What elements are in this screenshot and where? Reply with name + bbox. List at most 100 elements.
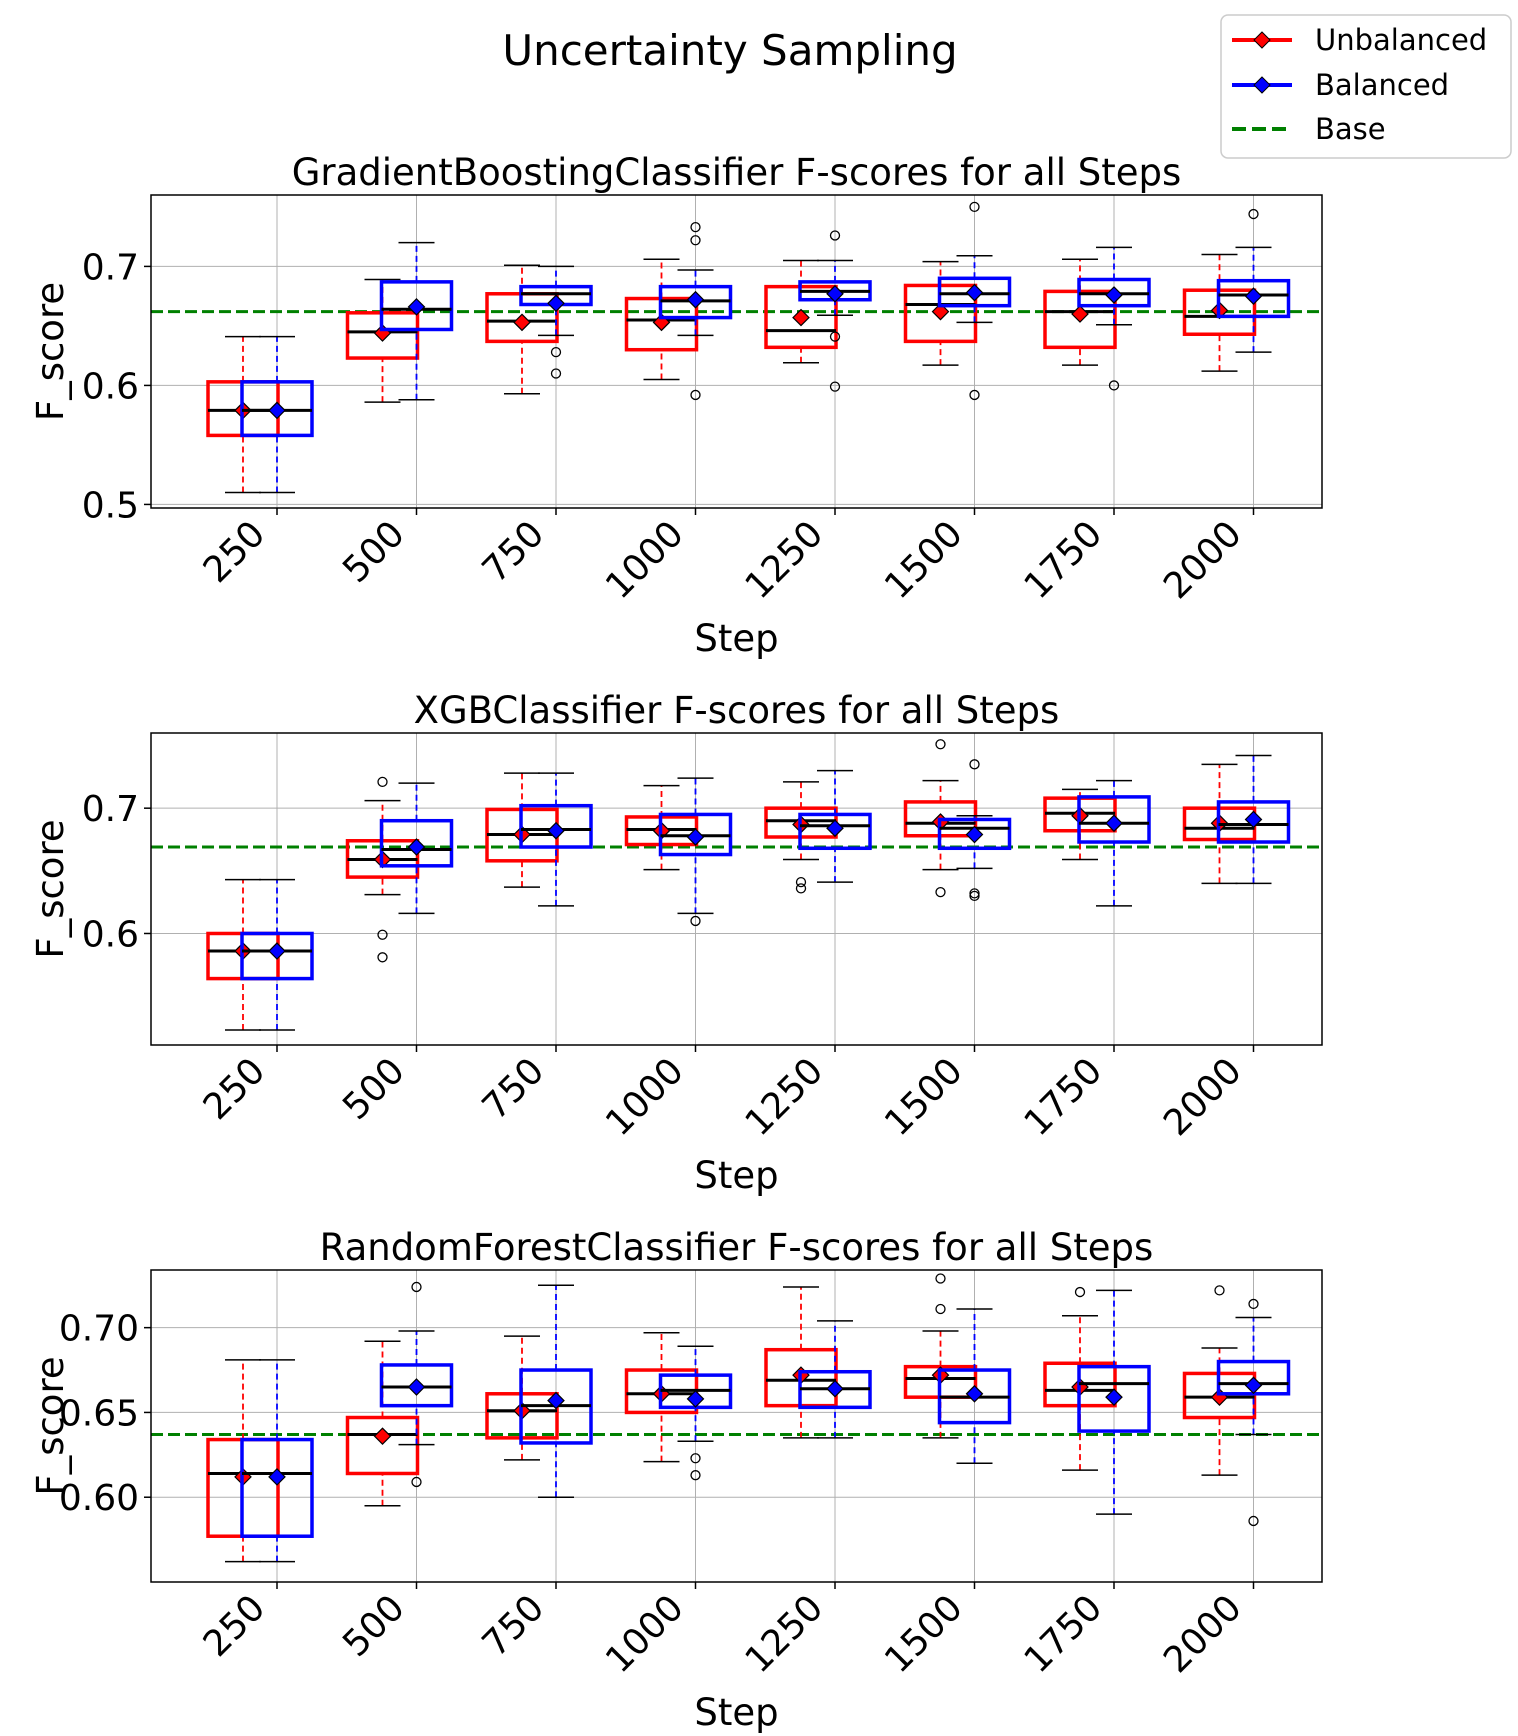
box-balanced-1000: [658, 777, 733, 927]
x-axis-label: Step: [694, 617, 778, 660]
chart-title: RandomForestClassifier F-scores for all …: [320, 1226, 1154, 1269]
outlier-point: [377, 776, 388, 788]
box-iqr: [1216, 278, 1291, 319]
mean-marker: [1105, 286, 1123, 304]
x-tick-label: 500: [335, 1050, 413, 1128]
x-tick-label: 1750: [1017, 1587, 1111, 1681]
legend-entry-base: Base: [1232, 112, 1386, 146]
x-tick-label: 2000: [1156, 1587, 1250, 1681]
box-balanced-2000: [1216, 1298, 1291, 1527]
plot-frame: [150, 732, 1323, 1046]
box-unbalanced-500: [345, 776, 420, 963]
legend-entry-unbalanced: Unbalanced: [1232, 23, 1487, 57]
outlier-point: [690, 915, 701, 927]
box-iqr: [937, 817, 1012, 851]
box-iqr: [240, 380, 314, 438]
plot-frame: [150, 194, 1323, 509]
mean-marker: [1244, 287, 1263, 306]
outlier-point: [935, 739, 946, 750]
box-unbalanced-1250: [764, 1286, 838, 1439]
mean-marker: [547, 1391, 565, 1410]
box-balanced-500: [379, 1281, 454, 1488]
x-tick-label: 1250: [738, 1587, 832, 1681]
outlier-point: [550, 346, 562, 358]
box-unbalanced-750: [485, 264, 559, 395]
outlier-point: [829, 331, 841, 342]
mean-marker: [686, 1390, 705, 1408]
outlier-point: [1108, 380, 1120, 391]
outlier-point: [829, 230, 841, 241]
y-tick-label: 0.7: [82, 247, 139, 288]
mean-marker: [373, 1427, 392, 1446]
outlier-point: [690, 389, 701, 401]
box-unbalanced-1250: [764, 259, 838, 364]
box-iqr: [1216, 800, 1291, 844]
mean-marker: [547, 821, 565, 840]
mean-marker: [686, 290, 705, 309]
y-tick-label: 0.6: [82, 914, 139, 955]
mean-marker: [268, 942, 286, 960]
mean-marker: [965, 1384, 984, 1403]
box-balanced-1000: [658, 221, 733, 401]
outlier-point: [829, 381, 841, 392]
outlier-point: [1248, 1298, 1259, 1310]
box-iqr: [798, 812, 872, 851]
x-tick-label: 2000: [1156, 513, 1250, 607]
box-balanced-250: [240, 878, 314, 1031]
outlier-point: [969, 759, 980, 770]
legend-label-base: Base: [1315, 112, 1386, 146]
legend-entry-balanced: Balanced: [1232, 68, 1449, 102]
mean-marker: [931, 302, 950, 321]
outlier-point: [935, 1303, 946, 1315]
mean-marker: [268, 1468, 286, 1486]
x-tick-label: 250: [196, 1587, 274, 1665]
box-unbalanced-1750: [1043, 258, 1117, 366]
legend-label-unbalanced: Unbalanced: [1315, 23, 1487, 57]
box-iqr: [379, 1363, 454, 1408]
box-balanced-2000: [1216, 208, 1291, 353]
plot-frame: [150, 1269, 1323, 1583]
mean-marker: [826, 284, 844, 303]
box-iqr: [519, 803, 593, 849]
mean-marker: [686, 828, 705, 846]
x-tick-label: 1000: [598, 513, 692, 607]
box-balanced-1000: [658, 1345, 733, 1481]
box-iqr: [240, 1437, 314, 1538]
outlier-point: [690, 1453, 701, 1464]
x-tick-label: 250: [196, 513, 274, 591]
chart-title: XGBClassifier F-scores for all Steps: [414, 689, 1060, 732]
outlier-point: [690, 235, 701, 246]
y-tick-label: 0.70: [59, 1309, 139, 1350]
x-tick-label: 1250: [738, 1050, 832, 1144]
outlier-point: [969, 201, 980, 213]
box-unbalanced-1500: [903, 260, 978, 366]
outlier-point: [690, 221, 701, 233]
legend-label-balanced: Balanced: [1315, 68, 1449, 102]
outlier-point: [1248, 1515, 1259, 1527]
box-balanced-1750: [1077, 779, 1151, 907]
box-iqr: [937, 276, 1012, 308]
x-tick-label: 2000: [1156, 1050, 1250, 1144]
outlier-point: [690, 1470, 701, 1481]
box-iqr: [379, 818, 454, 868]
x-tick-label: 250: [196, 1050, 274, 1128]
box-balanced-1500: [937, 759, 1012, 902]
box-balanced-1500: [937, 1308, 1012, 1465]
outlier-point: [795, 876, 807, 888]
box-iqr: [1077, 795, 1151, 844]
box-iqr: [379, 280, 454, 332]
box-unbalanced-500: [345, 1340, 420, 1507]
y-tick-label: 0.60: [59, 1478, 139, 1519]
x-tick-label: 500: [335, 1587, 413, 1665]
chart-randomforest: 0.60 0.65 0.70 250 500 750 1000 1250 1500 1750 200…: [29, 1226, 1323, 1734]
mean-marker: [407, 838, 426, 856]
outlier-point: [969, 888, 980, 899]
outlier-point: [969, 890, 980, 902]
mean-marker: [792, 308, 810, 327]
y-tick-label: 0.65: [59, 1393, 139, 1434]
box-iqr: [1077, 1364, 1151, 1433]
legend: Unbalanced Balanced Base: [1220, 14, 1512, 159]
x-tick-label: 1750: [1017, 1050, 1111, 1144]
mean-marker: [1244, 810, 1263, 829]
box-balanced-1250: [798, 1320, 872, 1439]
